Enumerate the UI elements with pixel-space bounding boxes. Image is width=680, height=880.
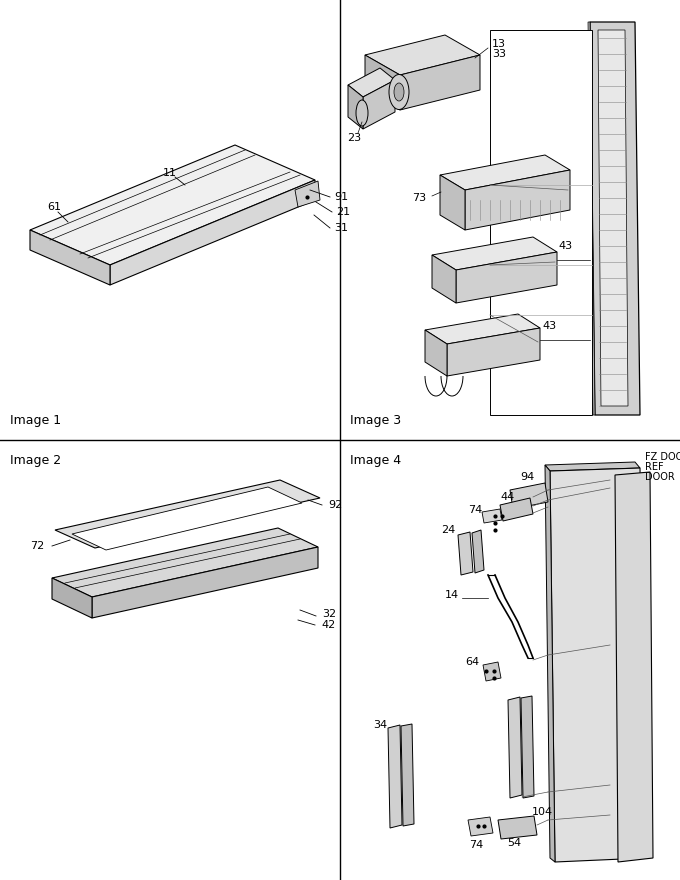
Polygon shape: [545, 462, 640, 471]
Text: 104: 104: [532, 807, 553, 817]
Text: 72: 72: [30, 541, 44, 551]
Polygon shape: [521, 696, 534, 798]
Ellipse shape: [389, 75, 409, 109]
Polygon shape: [295, 181, 320, 207]
Polygon shape: [365, 35, 480, 75]
Polygon shape: [401, 724, 414, 826]
Text: 13: 13: [492, 39, 506, 49]
Text: FZ DOOR: FZ DOOR: [645, 452, 680, 462]
Polygon shape: [110, 180, 315, 285]
Polygon shape: [615, 472, 653, 862]
Text: 24: 24: [441, 525, 455, 535]
Text: REF: REF: [645, 462, 664, 472]
Ellipse shape: [394, 83, 404, 101]
Polygon shape: [92, 547, 318, 618]
Polygon shape: [550, 468, 645, 862]
Text: 43: 43: [542, 321, 556, 331]
Polygon shape: [510, 483, 548, 509]
Text: 32: 32: [322, 609, 336, 619]
Text: Image 1: Image 1: [10, 414, 61, 427]
Text: 42: 42: [321, 620, 335, 630]
Polygon shape: [363, 80, 395, 129]
Text: 61: 61: [47, 202, 61, 212]
Text: 11: 11: [163, 168, 177, 178]
Text: 73: 73: [412, 193, 426, 203]
Polygon shape: [465, 170, 570, 230]
Text: DOOR: DOOR: [645, 472, 675, 482]
Polygon shape: [388, 725, 402, 828]
Text: 54: 54: [507, 838, 521, 848]
Text: 92: 92: [328, 500, 342, 510]
Polygon shape: [590, 22, 640, 415]
Polygon shape: [432, 237, 557, 270]
Polygon shape: [348, 85, 363, 129]
Polygon shape: [508, 697, 522, 798]
Polygon shape: [432, 255, 456, 303]
Text: 64: 64: [465, 657, 479, 667]
Polygon shape: [72, 487, 302, 550]
Polygon shape: [55, 480, 320, 548]
Polygon shape: [498, 816, 537, 839]
Text: Image 2: Image 2: [10, 453, 61, 466]
Text: 91: 91: [334, 192, 348, 202]
Polygon shape: [425, 314, 540, 344]
Text: 34: 34: [373, 720, 387, 730]
Polygon shape: [483, 662, 501, 681]
Polygon shape: [440, 155, 570, 190]
Polygon shape: [456, 252, 557, 303]
Polygon shape: [472, 530, 484, 573]
Polygon shape: [598, 30, 628, 406]
Polygon shape: [490, 30, 592, 415]
Polygon shape: [500, 498, 533, 521]
Text: 74: 74: [468, 505, 482, 515]
Polygon shape: [400, 55, 480, 110]
Polygon shape: [545, 465, 555, 862]
Polygon shape: [52, 528, 318, 597]
Text: 94: 94: [520, 472, 534, 482]
Polygon shape: [447, 328, 540, 376]
Polygon shape: [482, 509, 502, 523]
Text: 74: 74: [469, 840, 483, 850]
Text: Image 3: Image 3: [350, 414, 401, 427]
Polygon shape: [30, 145, 315, 265]
Text: 14: 14: [445, 590, 459, 600]
Polygon shape: [440, 175, 465, 230]
Text: Image 4: Image 4: [350, 453, 401, 466]
Text: 43: 43: [558, 241, 572, 251]
Polygon shape: [468, 817, 493, 836]
Text: 23: 23: [347, 133, 361, 143]
Text: 31: 31: [334, 223, 348, 233]
Polygon shape: [30, 230, 110, 285]
Polygon shape: [52, 578, 92, 618]
Polygon shape: [365, 55, 400, 110]
Ellipse shape: [356, 100, 368, 126]
Polygon shape: [348, 68, 395, 97]
Polygon shape: [425, 330, 447, 376]
Text: 44: 44: [501, 492, 515, 502]
Text: 33: 33: [492, 49, 506, 59]
Polygon shape: [458, 532, 473, 575]
Text: 21: 21: [336, 207, 350, 217]
Polygon shape: [588, 22, 595, 415]
